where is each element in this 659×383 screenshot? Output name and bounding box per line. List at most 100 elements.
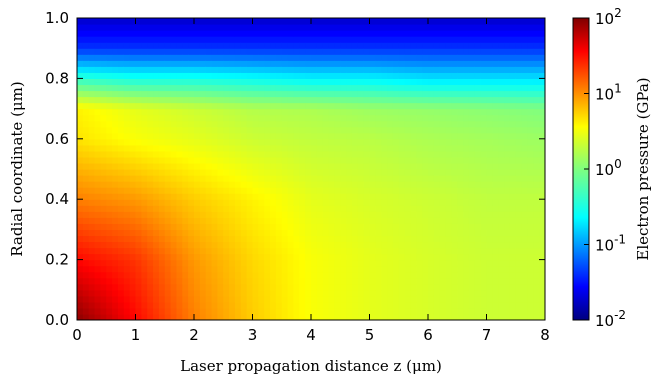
heatmap-cell <box>252 181 259 188</box>
heatmap-cell <box>287 108 295 116</box>
heatmap-cell <box>100 187 107 194</box>
heatmap-cell <box>229 90 236 98</box>
heatmap-cell <box>387 66 394 73</box>
heatmap-cell <box>258 36 265 43</box>
heatmap-cell <box>164 223 172 230</box>
heatmap-cell <box>240 169 248 176</box>
heatmap-cell <box>135 90 142 98</box>
heatmap-cell <box>88 132 96 140</box>
heatmap-cell <box>486 36 493 43</box>
heatmap-cell <box>486 114 493 122</box>
heatmap-cell <box>240 259 248 267</box>
heatmap-cell <box>416 235 423 243</box>
heatmap-cell <box>141 175 148 182</box>
heatmap-cell <box>199 66 207 73</box>
heatmap-cell <box>293 301 300 309</box>
heatmap-cell <box>106 42 113 49</box>
heatmap-cell <box>246 114 254 122</box>
heatmap-cell <box>164 84 172 92</box>
heatmap-cell <box>211 102 218 110</box>
heatmap-cell <box>468 30 476 37</box>
heatmap-cell <box>381 78 388 86</box>
heatmap-cell <box>480 247 488 255</box>
heatmap-cell <box>480 54 488 61</box>
heatmap-cell <box>147 169 154 176</box>
heatmap-cell <box>451 114 458 122</box>
heatmap-cell <box>293 72 300 79</box>
heatmap-cell <box>445 24 452 31</box>
heatmap-cell <box>346 205 353 212</box>
heatmap-cell <box>375 36 382 43</box>
heatmap-cell <box>117 84 125 92</box>
heatmap-cell <box>147 84 154 92</box>
heatmap-cell <box>305 235 312 243</box>
heatmap-cell <box>147 247 154 255</box>
heatmap-cell <box>468 223 476 230</box>
heatmap-cell <box>281 144 289 152</box>
heatmap-cell <box>147 102 154 110</box>
heatmap-cell <box>463 144 470 152</box>
heatmap-cell <box>480 271 488 279</box>
heatmap-cell <box>275 138 283 146</box>
heatmap-cell <box>88 18 96 25</box>
heatmap-cell <box>316 36 324 43</box>
heatmap-cell <box>533 295 540 303</box>
heatmap-cell <box>129 229 137 237</box>
heatmap-cell <box>264 162 271 170</box>
heatmap-cell <box>363 313 371 320</box>
heatmap-cell <box>498 42 505 49</box>
heatmap-cell <box>234 138 242 146</box>
heatmap-cell <box>246 72 254 79</box>
heatmap-cell <box>539 42 545 49</box>
heatmap-cell <box>147 277 154 285</box>
heatmap-cell <box>164 114 172 122</box>
heatmap-cell <box>164 307 172 315</box>
heatmap-cell <box>492 253 499 261</box>
heatmap-cell <box>387 307 394 315</box>
heatmap-cell <box>387 150 394 158</box>
heatmap-cell <box>252 193 259 200</box>
heatmap-cell <box>322 307 330 315</box>
heatmap-cell <box>264 205 271 212</box>
heatmap-cell <box>392 187 400 194</box>
heatmap-cell <box>106 102 113 110</box>
heatmap-cell <box>433 289 441 297</box>
heatmap-cell <box>223 247 230 255</box>
heatmap-cell <box>433 217 441 224</box>
heatmap-cell <box>504 102 511 110</box>
heatmap-cell <box>533 181 540 188</box>
heatmap-cell <box>404 84 412 92</box>
heatmap-cell <box>106 144 113 152</box>
heatmap-cell <box>439 313 447 320</box>
heatmap-cell <box>410 96 417 104</box>
heatmap-cell <box>468 144 476 152</box>
heatmap-cell <box>428 18 435 25</box>
heatmap-cell <box>94 241 101 249</box>
heatmap-cell <box>106 181 113 188</box>
heatmap-cell <box>305 229 312 237</box>
heatmap-cell <box>176 211 183 218</box>
heatmap-cell <box>422 271 429 279</box>
heatmap-cell <box>275 307 283 315</box>
heatmap-cell <box>509 162 517 170</box>
heatmap-cell <box>182 277 189 285</box>
heatmap-cell <box>357 289 365 297</box>
heatmap-cell <box>392 307 400 315</box>
heatmap-cell <box>299 235 306 243</box>
heatmap-cell <box>457 90 464 98</box>
heatmap-cell <box>117 187 125 194</box>
heatmap-cell <box>112 199 119 206</box>
heatmap-cell <box>504 108 511 116</box>
heatmap-cell <box>363 283 371 291</box>
heatmap-cell <box>229 132 236 140</box>
heatmap-cell <box>404 162 412 170</box>
heatmap-cell <box>357 223 365 230</box>
heatmap-cell <box>428 301 435 309</box>
heatmap-cell <box>445 84 452 92</box>
heatmap-cell <box>492 42 499 49</box>
heatmap-cell <box>194 217 201 224</box>
heatmap-cell <box>474 253 482 261</box>
heatmap-cell <box>521 193 529 200</box>
heatmap-cell <box>100 102 107 110</box>
heatmap-cell <box>387 18 394 25</box>
